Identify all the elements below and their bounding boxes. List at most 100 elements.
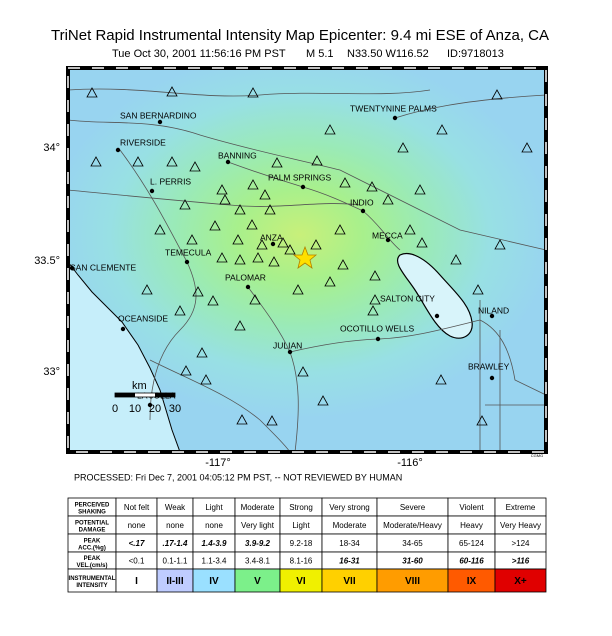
- table-value: VIII: [405, 576, 420, 587]
- station-triangle: [268, 256, 280, 267]
- station-triangle: [186, 234, 198, 245]
- station-triangle: [292, 284, 304, 295]
- city-label: MECCA: [372, 230, 403, 240]
- city-label: PALOMAR: [225, 272, 266, 282]
- longitude-label: -116°: [397, 457, 423, 469]
- station-triangle: [180, 365, 192, 376]
- stations: [86, 86, 533, 426]
- table-value: none: [128, 521, 146, 530]
- city-label: NILAND: [478, 305, 509, 315]
- station-triangle: [209, 220, 221, 231]
- station-triangle: [166, 156, 178, 167]
- station-triangle: [297, 366, 309, 377]
- station-triangle: [216, 252, 228, 263]
- map: SAN BERNARDINO RIVERSIDE BANNING L. PERRIS P…: [34, 66, 548, 469]
- city-label: L. PERRIS: [150, 176, 191, 186]
- subtitle-magnitude: M 5.1: [306, 48, 334, 60]
- subtitle-date: Tue Oct 30, 2001 11:56:16 PM PST: [112, 48, 286, 60]
- station-triangle: [141, 284, 153, 295]
- table-value: II-III: [166, 576, 183, 587]
- table-value: 0.1-1.1: [163, 557, 188, 566]
- salton-sea: [396, 253, 473, 339]
- city-dot: [157, 119, 163, 125]
- table-value: Moderate: [333, 521, 367, 530]
- station-triangle: [266, 415, 278, 426]
- station-triangle: [200, 374, 212, 385]
- city-label: INDIO: [350, 197, 374, 207]
- table-value: V: [254, 576, 261, 587]
- table-value: 31-60: [402, 557, 423, 566]
- station-triangle: [435, 374, 447, 385]
- table-value: >124: [511, 539, 530, 548]
- subtitle-id: ID:9718013: [447, 48, 504, 60]
- city-dot: [69, 265, 75, 271]
- latitude-label: 34°: [43, 142, 60, 154]
- city-label: OCOTILLO WELLS: [340, 323, 414, 333]
- city-label: BANNING: [218, 150, 257, 160]
- station-triangle: [189, 161, 201, 172]
- table-value: <.17: [129, 539, 145, 548]
- station-triangle: [369, 294, 381, 305]
- table-value: VI: [296, 576, 306, 587]
- station-triangle: [521, 142, 533, 153]
- station-triangle: [252, 252, 264, 263]
- table-value: Heavy: [460, 521, 483, 530]
- latitude-label: 33°: [43, 366, 60, 378]
- station-triangle: [90, 156, 102, 167]
- table-value: Light: [292, 521, 310, 530]
- station-triangle: [310, 239, 322, 250]
- table-value: Light: [205, 503, 223, 512]
- table-value: VII: [343, 576, 355, 587]
- station-triangle: [311, 155, 323, 166]
- table-value: 60-116: [459, 557, 484, 566]
- station-triangle: [132, 156, 144, 167]
- station-triangle: [450, 254, 462, 265]
- city-dot: [149, 188, 155, 194]
- city-label: TWENTYNINE PALMS: [350, 103, 437, 113]
- station-triangle: [366, 181, 378, 192]
- station-triangle: [249, 294, 261, 305]
- station-triangle: [216, 184, 228, 195]
- processed-note: PROCESSED: Fri Dec 7, 2001 04:05:12 PM P…: [74, 472, 402, 482]
- table-value: 1.4-3.9: [202, 539, 227, 548]
- subtitle-location: N33.50 W116.52: [347, 48, 429, 60]
- station-triangle: [234, 320, 246, 331]
- station-triangle: [382, 194, 394, 205]
- city-label: SAN BERNARDINO: [120, 110, 197, 120]
- title: TriNet Rapid Instrumental Intensity Map …: [51, 27, 549, 44]
- city-label: SAN CLEMENTE: [70, 262, 136, 272]
- table-value: 18-34: [339, 539, 360, 548]
- table-value: 3.9-9.2: [245, 539, 270, 548]
- station-triangle: [246, 219, 258, 230]
- city-dot: [375, 336, 381, 342]
- city-dot: [489, 313, 495, 319]
- city-dot: [225, 159, 231, 165]
- scale-label: 30: [169, 403, 181, 415]
- table-value: 16-31: [339, 557, 360, 566]
- scale-bar: km 0 10 20 30: [112, 380, 181, 415]
- station-triangle: [414, 184, 426, 195]
- table-value: >116: [512, 557, 530, 566]
- table-value: IV: [209, 576, 219, 587]
- station-triangle: [271, 157, 283, 168]
- city-label: RIVERSIDE: [120, 137, 166, 147]
- city-dot: [184, 259, 190, 265]
- station-triangle: [324, 124, 336, 135]
- scale-unit: km: [132, 380, 147, 392]
- table-value: Extreme: [506, 503, 536, 512]
- station-triangle: [234, 254, 246, 265]
- table-value: 3.4-8.1: [245, 557, 270, 566]
- epicenter-star: [292, 245, 318, 269]
- table-value: Very Heavy: [500, 521, 541, 530]
- station-triangle: [207, 295, 219, 306]
- scale-label: 0: [112, 403, 118, 415]
- table-value: Very strong: [329, 503, 369, 512]
- city-dot: [245, 284, 251, 290]
- city-dot: [300, 184, 306, 190]
- longitude-label: -117°: [205, 457, 231, 469]
- table-value: X+: [514, 576, 527, 587]
- table-value: Not felt: [124, 503, 150, 512]
- station-triangle: [232, 234, 244, 245]
- row-header: PERCEIVED SHAKING: [75, 502, 110, 515]
